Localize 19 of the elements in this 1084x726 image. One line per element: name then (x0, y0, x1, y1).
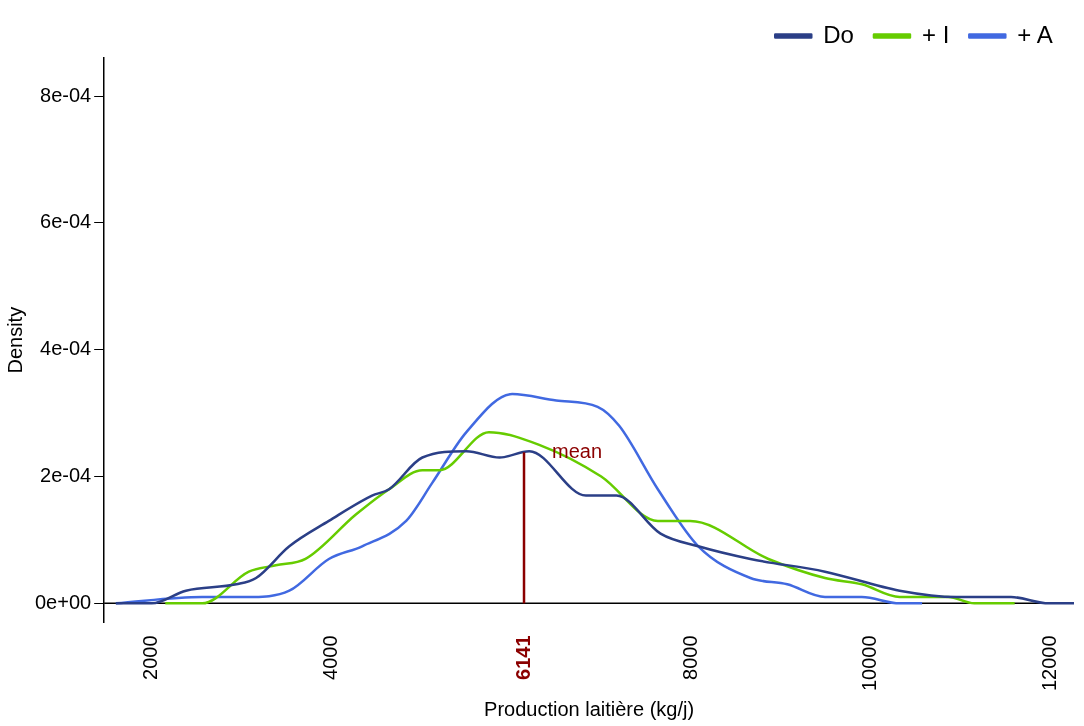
legend-label: Do (823, 20, 854, 48)
y-axis-title: Density (3, 306, 26, 374)
x-tick-label: 8000 (678, 635, 701, 680)
legend-label: + A (1017, 20, 1053, 48)
legend-label: + I (921, 20, 950, 48)
line-series (164, 430, 1016, 605)
ref-line-label: mean (552, 439, 603, 462)
y-tick-label: 8e-04 (40, 83, 92, 106)
y-tick-label: 2e-04 (40, 464, 92, 487)
y-tick-label: 4e-04 (40, 337, 92, 360)
x-tick-label: 4000 (319, 635, 342, 680)
x-tick-label: 10000 (858, 635, 881, 692)
x-tick-label: 2000 (139, 635, 162, 680)
y-tick-label: 0e+00 (35, 590, 92, 613)
x-axis-title: Production laitière (kg/j) (484, 697, 695, 720)
x-tick-label: 12000 (1038, 635, 1061, 692)
y-tick-label: 6e-04 (40, 210, 92, 233)
x-tick-label: 6141 (511, 635, 534, 680)
line-series (114, 449, 1074, 605)
